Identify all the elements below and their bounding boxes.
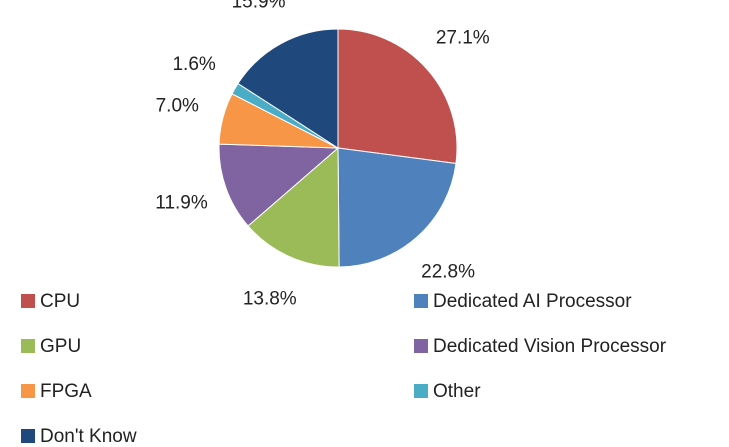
legend-swatch [21, 429, 35, 443]
pie-slice [237, 28, 339, 149]
legend-swatch [21, 339, 35, 353]
data-label: 13.8% [243, 288, 297, 309]
data-label: 27.1% [436, 28, 490, 49]
legend-swatch [21, 384, 35, 398]
legend-swatch [414, 294, 428, 308]
legend-label: Dedicated Vision Processor [433, 336, 667, 357]
data-label: 7.0% [156, 96, 199, 117]
pie-slice [218, 143, 340, 227]
legend-label: CPU [40, 291, 80, 312]
data-label: 15.9% [232, 0, 286, 12]
legend-label: FPGA [40, 381, 92, 402]
legend-label: Don't Know [40, 426, 137, 447]
data-label: 1.6% [172, 54, 215, 75]
pie-slice [337, 147, 457, 268]
legend-swatch [414, 384, 428, 398]
data-label: 22.8% [421, 261, 475, 282]
legend-label: Dedicated AI Processor [433, 291, 632, 312]
legend-label: Other [433, 381, 481, 402]
pie-slice [247, 146, 340, 268]
legend-swatch [414, 339, 428, 353]
legend-label: GPU [40, 336, 81, 357]
legend-swatch [21, 294, 35, 308]
data-label: 11.9% [155, 192, 208, 213]
pie-slice [337, 28, 458, 165]
